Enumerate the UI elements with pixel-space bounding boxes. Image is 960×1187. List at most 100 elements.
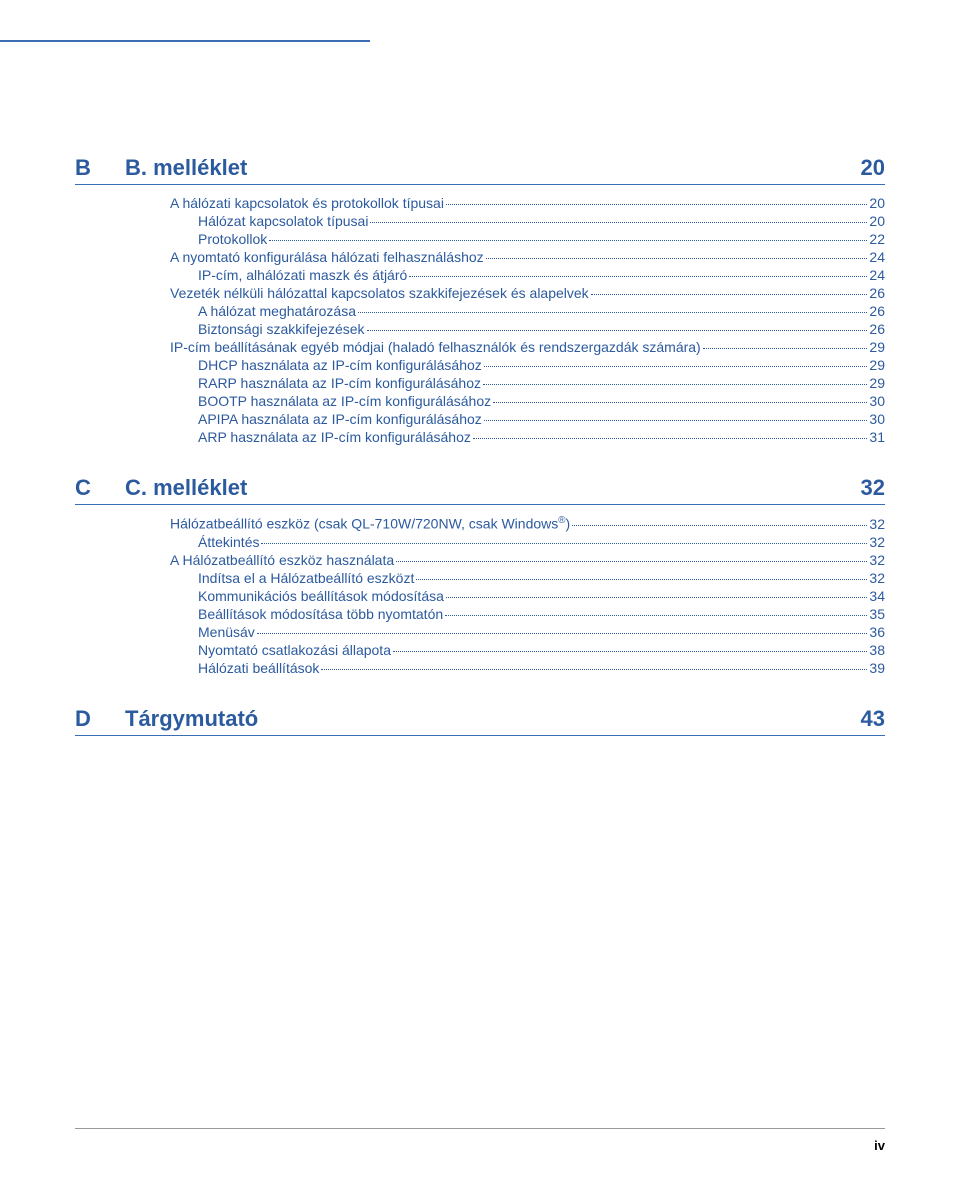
section-page: 20 — [861, 155, 885, 181]
toc-entry[interactable]: A hálózat meghatározása26 — [170, 303, 885, 319]
toc-entry[interactable]: IP-cím beállításának egyéb módjai (halad… — [170, 339, 885, 355]
toc-entry-page: 22 — [869, 231, 885, 247]
section-title: B. melléklet — [125, 155, 861, 181]
toc-entry-label: Hálózati beállítások — [198, 660, 319, 676]
toc-leader-dots — [446, 597, 868, 598]
toc-entry-label: Vezeték nélküli hálózattal kapcsolatos s… — [170, 285, 589, 301]
toc-leader-dots — [473, 438, 868, 439]
toc-entry[interactable]: Vezeték nélküli hálózattal kapcsolatos s… — [170, 285, 885, 301]
toc-entry[interactable]: Hálózati beállítások 39 — [170, 660, 885, 676]
toc-entry-page: 32 — [869, 570, 885, 586]
toc-entry[interactable]: Biztonsági szakkifejezések 26 — [170, 321, 885, 337]
toc-leader-dots — [269, 240, 867, 241]
toc-leader-dots — [591, 294, 868, 295]
toc-entry[interactable]: Nyomtató csatlakozási állapota38 — [170, 642, 885, 658]
toc-entry-page: 36 — [869, 624, 885, 640]
toc-entry-label: Indítsa el a Hálózatbeállító eszközt — [198, 570, 414, 586]
toc-entry-page: 35 — [869, 606, 885, 622]
toc-entry-page: 32 — [869, 516, 885, 532]
toc-entry[interactable]: RARP használata az IP-cím konfigurálásáh… — [170, 375, 885, 391]
toc-entry[interactable]: IP-cím, alhálózati maszk és átjáró24 — [170, 267, 885, 283]
toc-entry-page: 39 — [869, 660, 885, 676]
toc-leader-dots — [572, 525, 867, 526]
header-accent-line — [0, 40, 370, 42]
toc-entry-label: A hálózati kapcsolatok és protokollok tí… — [170, 195, 444, 211]
toc-content: BB. melléklet20A hálózati kapcsolatok és… — [0, 0, 960, 736]
toc-leader-dots — [484, 366, 868, 367]
toc-entry[interactable]: APIPA használata az IP-cím konfigurálásá… — [170, 411, 885, 427]
toc-entry[interactable]: Hálózatbeállító eszköz (csak QL-710W/720… — [170, 515, 885, 532]
toc-entry-page: 30 — [869, 393, 885, 409]
toc-entry-label: APIPA használata az IP-cím konfigurálásá… — [198, 411, 482, 427]
toc-entry[interactable]: Menüsáv36 — [170, 624, 885, 640]
toc-leader-dots — [257, 633, 868, 634]
toc-entry[interactable]: A hálózati kapcsolatok és protokollok tí… — [170, 195, 885, 211]
toc-entry-label: ARP használata az IP-cím konfigurálásáho… — [198, 429, 471, 445]
toc-entry-page: 29 — [869, 357, 885, 373]
section-title: Tárgymutató — [125, 706, 861, 732]
toc-entry-page: 24 — [869, 249, 885, 265]
toc-entry-label: Áttekintés — [198, 534, 259, 550]
toc-leader-dots — [358, 312, 867, 313]
section-page: 32 — [861, 475, 885, 501]
toc-leader-dots — [321, 669, 867, 670]
toc-leader-dots — [396, 561, 867, 562]
toc-section: DTárgymutató43 — [75, 706, 885, 736]
toc-entry[interactable]: DHCP használata az IP-cím konfigurálásáh… — [170, 357, 885, 373]
toc-list: A hálózati kapcsolatok és protokollok tí… — [75, 195, 885, 445]
toc-entry[interactable]: ARP használata az IP-cím konfigurálásáho… — [170, 429, 885, 445]
toc-entry-label: Hálózatbeállító eszköz (csak QL-710W/720… — [170, 515, 570, 532]
toc-entry-label: Biztonsági szakkifejezések — [198, 321, 365, 337]
toc-leader-dots — [483, 384, 867, 385]
toc-entry-page: 32 — [869, 534, 885, 550]
toc-entry-label: A nyomtató konfigurálása hálózati felhas… — [170, 249, 484, 265]
toc-leader-dots — [393, 651, 867, 652]
footer-divider — [75, 1128, 885, 1129]
toc-entry-page: 30 — [869, 411, 885, 427]
toc-entry-page: 34 — [869, 588, 885, 604]
toc-section-header[interactable]: BB. melléklet20 — [75, 155, 885, 185]
toc-entry-page: 26 — [869, 321, 885, 337]
toc-leader-dots — [409, 276, 867, 277]
toc-entry-page: 31 — [869, 429, 885, 445]
toc-entry[interactable]: A Hálózatbeállító eszköz használata 32 — [170, 552, 885, 568]
toc-entry[interactable]: Indítsa el a Hálózatbeállító eszközt 32 — [170, 570, 885, 586]
toc-leader-dots — [493, 402, 867, 403]
toc-leader-dots — [484, 420, 868, 421]
toc-section-header[interactable]: CC. melléklet32 — [75, 475, 885, 505]
toc-leader-dots — [416, 579, 867, 580]
toc-entry-label: A hálózat meghatározása — [198, 303, 356, 319]
toc-leader-dots — [445, 615, 867, 616]
toc-entry[interactable]: Kommunikációs beállítások módosítása 34 — [170, 588, 885, 604]
toc-list: Hálózatbeállító eszköz (csak QL-710W/720… — [75, 515, 885, 676]
toc-leader-dots — [703, 348, 868, 349]
toc-leader-dots — [367, 330, 868, 331]
toc-entry-label: RARP használata az IP-cím konfigurálásáh… — [198, 375, 481, 391]
toc-entry[interactable]: Beállítások módosítása több nyomtatón35 — [170, 606, 885, 622]
toc-entry[interactable]: A nyomtató konfigurálása hálózati felhas… — [170, 249, 885, 265]
toc-entry-label: BOOTP használata az IP-cím konfigurálásá… — [198, 393, 491, 409]
toc-leader-dots — [261, 543, 867, 544]
toc-entry[interactable]: Áttekintés 32 — [170, 534, 885, 550]
section-title: C. melléklet — [125, 475, 861, 501]
toc-entry-page: 29 — [869, 375, 885, 391]
section-letter: D — [75, 706, 125, 732]
toc-entry-page: 20 — [869, 213, 885, 229]
toc-section-header[interactable]: DTárgymutató43 — [75, 706, 885, 736]
toc-leader-dots — [370, 222, 867, 223]
toc-entry-label: A Hálózatbeállító eszköz használata — [170, 552, 394, 568]
toc-entry[interactable]: Hálózat kapcsolatok típusai20 — [170, 213, 885, 229]
toc-section: BB. melléklet20A hálózati kapcsolatok és… — [75, 155, 885, 445]
toc-entry-page: 24 — [869, 267, 885, 283]
toc-entry-label: Nyomtató csatlakozási állapota — [198, 642, 391, 658]
toc-entry-page: 29 — [869, 339, 885, 355]
toc-entry-label: IP-cím beállításának egyéb módjai (halad… — [170, 339, 701, 355]
section-letter: B — [75, 155, 125, 181]
toc-entry-label: Protokollok — [198, 231, 267, 247]
toc-entry-label: Kommunikációs beállítások módosítása — [198, 588, 444, 604]
toc-entry-label: DHCP használata az IP-cím konfigurálásáh… — [198, 357, 482, 373]
toc-entry[interactable]: BOOTP használata az IP-cím konfigurálásá… — [170, 393, 885, 409]
toc-entry-page: 32 — [869, 552, 885, 568]
toc-leader-dots — [446, 204, 867, 205]
toc-entry[interactable]: Protokollok 22 — [170, 231, 885, 247]
